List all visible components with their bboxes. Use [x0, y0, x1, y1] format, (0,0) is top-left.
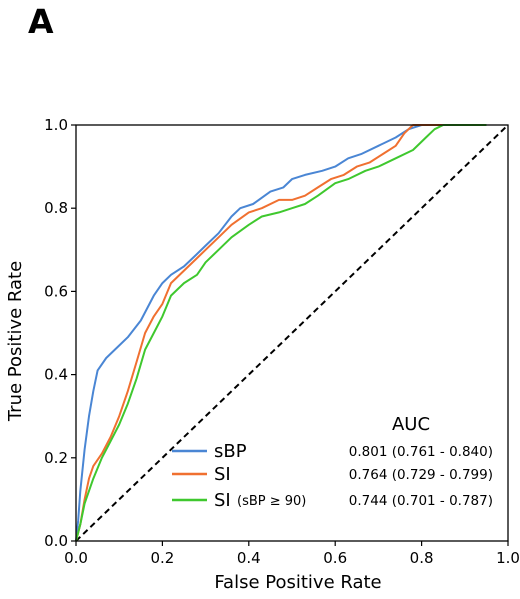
roc-curve-2: [75, 124, 487, 542]
legend-auc-value-2: 0.744 (0.701 - 0.787): [349, 493, 493, 509]
x-tick-label: 0.4: [237, 549, 261, 567]
y-axis-label: True Positive Rate: [5, 261, 26, 422]
legend-auc-header: AUC: [392, 414, 430, 435]
axes: 0.0 0.2 0.4 0.6 0.8 1.0 0.0 0.2 0.4 0.6 0.8 1.0 Fals…: [5, 116, 520, 593]
legend-auc-value-0: 0.801 (0.761 - 0.840): [349, 444, 493, 460]
legend-name-1: SI: [214, 464, 231, 485]
legend-name-2: SI: [214, 490, 231, 511]
y-tick-label: 0.2: [44, 449, 68, 467]
x-axis-label: False Positive Rate: [214, 572, 381, 593]
y-tick-label: 0.4: [44, 366, 68, 384]
roc-curve-0: [75, 124, 487, 542]
y-tick-label: 1.0: [44, 116, 68, 134]
plot-area: [75, 124, 509, 542]
y-tick-label: 0.6: [44, 282, 68, 300]
x-tick-label: 0.2: [150, 549, 174, 567]
legend-name-0: sBP: [214, 441, 247, 462]
x-tick-label: 1.0: [496, 549, 520, 567]
x-tick-label: 0.8: [410, 549, 434, 567]
x-tick-label: 0.0: [64, 549, 88, 567]
legend-name-suffix-2: (sBP ≥ 90): [237, 494, 306, 509]
legend-auc-value-1: 0.764 (0.729 - 0.799): [349, 467, 493, 483]
plot-frame: [75, 124, 509, 542]
y-tick-label: 0.8: [44, 199, 68, 217]
y-tick-label: 0.0: [44, 532, 68, 550]
legend: AUC sBP 0.801 (0.761 - 0.840) SI 0.764 (0.72…: [172, 414, 493, 511]
x-tick-label: 0.6: [323, 549, 347, 567]
panel-label: A: [28, 2, 54, 41]
roc-curve-1: [75, 124, 474, 542]
